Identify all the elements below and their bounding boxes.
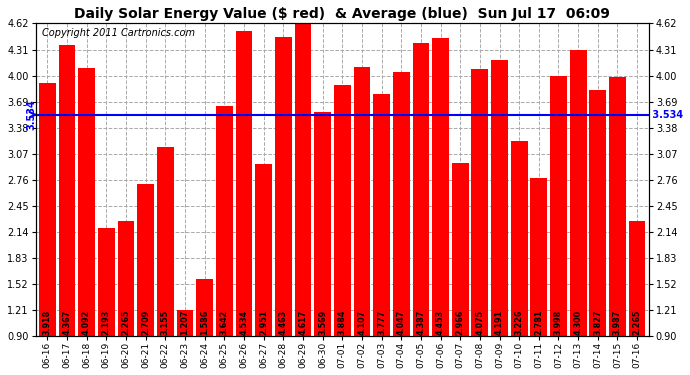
Text: 3.884: 3.884 <box>337 309 346 334</box>
Bar <box>393 72 410 336</box>
Bar <box>59 45 75 336</box>
Title: Daily Solar Energy Value ($ red)  & Average (blue)  Sun Jul 17  06:09: Daily Solar Energy Value ($ red) & Avera… <box>75 7 610 21</box>
Text: 2.265: 2.265 <box>121 309 130 334</box>
Bar <box>511 141 528 336</box>
Bar <box>432 38 449 336</box>
Bar <box>314 112 331 336</box>
Bar <box>334 86 351 336</box>
Bar <box>196 279 213 336</box>
Bar <box>491 60 508 336</box>
Text: 4.047: 4.047 <box>397 309 406 334</box>
Bar <box>177 310 193 336</box>
Text: 3.642: 3.642 <box>219 309 229 334</box>
Text: 3.226: 3.226 <box>515 309 524 334</box>
Bar <box>78 68 95 336</box>
Text: 4.463: 4.463 <box>279 309 288 334</box>
Text: 2.951: 2.951 <box>259 309 268 334</box>
Text: 3.155: 3.155 <box>161 309 170 334</box>
Bar <box>235 31 253 336</box>
Bar <box>137 184 154 336</box>
Bar <box>353 67 371 336</box>
Text: 4.387: 4.387 <box>416 309 425 334</box>
Bar <box>550 76 567 336</box>
Text: 4.453: 4.453 <box>436 309 445 334</box>
Bar <box>413 43 429 336</box>
Text: 3.534: 3.534 <box>649 110 683 120</box>
Text: 4.367: 4.367 <box>63 309 72 334</box>
Text: 3.998: 3.998 <box>554 309 563 334</box>
Text: 4.075: 4.075 <box>475 309 484 334</box>
Text: 2.193: 2.193 <box>102 309 111 334</box>
Bar <box>570 50 586 336</box>
Bar <box>255 164 272 336</box>
Text: 1.207: 1.207 <box>181 309 190 334</box>
Text: 4.617: 4.617 <box>298 309 308 334</box>
Text: Copyright 2011 Cartronics.com: Copyright 2011 Cartronics.com <box>41 28 195 38</box>
Bar <box>471 69 489 336</box>
Text: 3.918: 3.918 <box>43 309 52 334</box>
Bar <box>157 147 174 336</box>
Bar <box>589 90 607 336</box>
Bar <box>39 82 56 336</box>
Text: 4.300: 4.300 <box>573 309 582 334</box>
Bar <box>609 77 626 336</box>
Bar <box>373 94 390 336</box>
Text: 2.966: 2.966 <box>455 309 464 334</box>
Text: 2.709: 2.709 <box>141 309 150 334</box>
Text: 1.586: 1.586 <box>200 309 209 334</box>
Text: 4.191: 4.191 <box>495 309 504 334</box>
Bar <box>117 222 135 336</box>
Text: 2.265: 2.265 <box>633 309 642 334</box>
Text: 2.781: 2.781 <box>534 309 543 334</box>
Text: 3.987: 3.987 <box>613 309 622 334</box>
Bar <box>295 24 311 336</box>
Bar <box>531 178 547 336</box>
Text: 4.534: 4.534 <box>239 309 248 334</box>
Text: 3.534: 3.534 <box>26 99 36 130</box>
Bar <box>275 37 292 336</box>
Bar <box>98 228 115 336</box>
Bar <box>629 222 645 336</box>
Text: 3.569: 3.569 <box>318 309 327 334</box>
Text: 3.777: 3.777 <box>377 309 386 334</box>
Text: 3.827: 3.827 <box>593 309 602 334</box>
Text: 4.092: 4.092 <box>82 309 91 334</box>
Bar <box>452 162 469 336</box>
Text: 4.107: 4.107 <box>357 309 366 334</box>
Bar <box>216 106 233 336</box>
